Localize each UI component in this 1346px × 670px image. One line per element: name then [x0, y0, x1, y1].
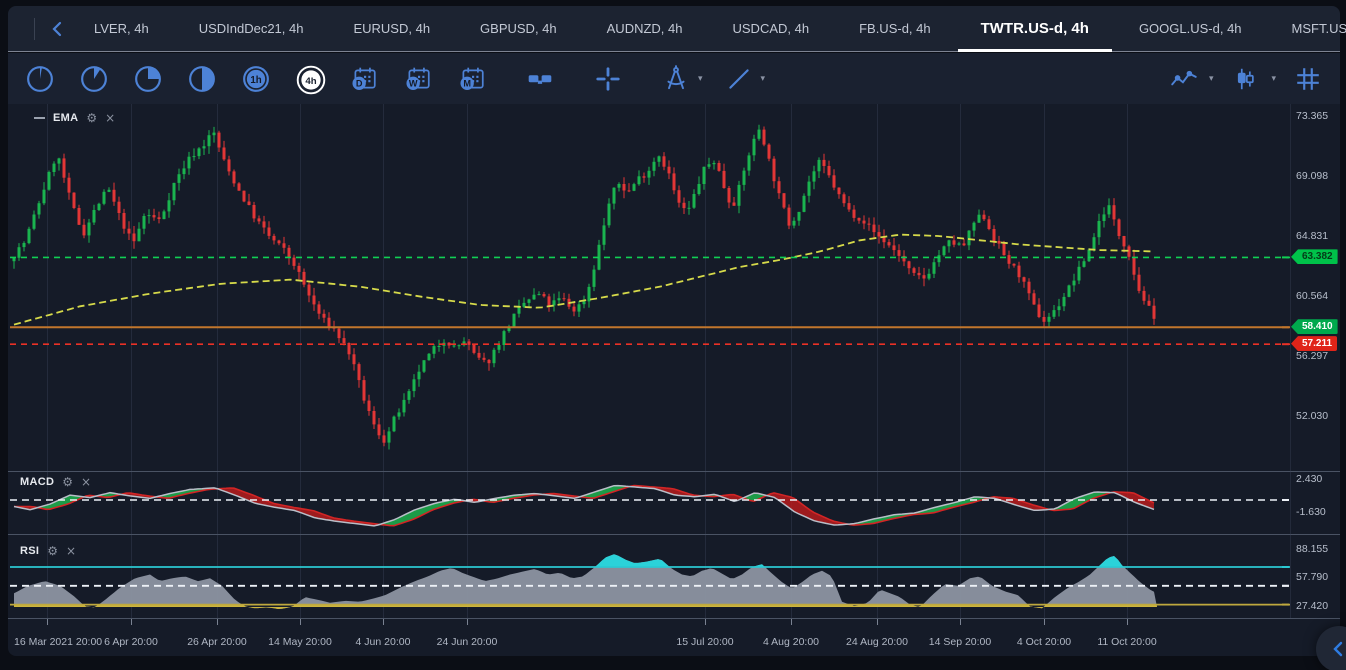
rsi-indicator-legend: RSI ⚙ ×	[20, 545, 76, 557]
tab-twtr-us-d-4h[interactable]: TWTR.US-d, 4h	[956, 6, 1114, 52]
ema-line	[13, 233, 1155, 326]
rsi-area	[14, 554, 1157, 609]
time-axis-label: 6 Apr 20:00	[104, 636, 158, 648]
price-axis-label: 64.831	[1296, 230, 1329, 242]
price-tag-58.410: 58.410	[1291, 319, 1338, 335]
indicators-icon[interactable]	[1169, 65, 1197, 93]
chart-svg	[8, 104, 1340, 625]
line-dropdown-caret-icon[interactable]: ▾	[760, 73, 766, 83]
time-axis-label: 24 Aug 20:00	[846, 636, 908, 648]
rsi-oversold-fill	[14, 605, 1157, 609]
tab-lver-4h[interactable]: LVER, 4h	[94, 21, 149, 36]
macd-settings-icon[interactable]: ⚙	[62, 475, 73, 489]
ema-label: EMA	[53, 112, 79, 124]
timeframe-daily-calendar-icon[interactable]: D	[350, 65, 378, 93]
toolbar-right-group: ▾ ▾	[1169, 65, 1322, 93]
ema-indicator-legend: EMA ⚙ ×	[34, 112, 115, 124]
timeframe-1m-pie-icon[interactable]	[26, 65, 54, 93]
chart-type-dropdown-caret-icon[interactable]: ▾	[1271, 73, 1276, 83]
time-axis-label: 14 Sep 20:00	[928, 636, 992, 648]
timeframe-monthly-calendar-icon[interactable]: M	[458, 65, 486, 93]
tab-usdcad-4h[interactable]: USDCAD, 4h	[732, 21, 810, 36]
timeframe-4h-icon-active[interactable]: 4h	[296, 65, 326, 94]
macd-axis-label: -1.630	[1296, 506, 1326, 518]
tab-msft-us-d-4h[interactable]: MSFT.US-d, 4h	[1291, 21, 1346, 36]
timeframe-5m-pie-icon[interactable]	[80, 65, 108, 93]
rsi-settings-icon[interactable]: ⚙	[47, 544, 59, 558]
time-axis-label: 14 May 20:00	[268, 636, 332, 648]
compass-dropdown-caret-icon[interactable]: ▾	[698, 73, 703, 83]
tab-audnzd-4h[interactable]: AUDNZD, 4h	[606, 21, 683, 36]
time-axis-label: 26 Apr 20:00	[187, 636, 247, 648]
timeframe-weekly-calendar-icon[interactable]: W	[404, 65, 432, 93]
macd-signal-line	[14, 484, 1155, 527]
price-axis-label: 56.297	[1296, 350, 1329, 362]
ema-remove-icon[interactable]: ×	[105, 111, 116, 125]
price-axis-label: 52.030	[1296, 410, 1329, 422]
time-axis-label: 4 Oct 20:00	[1016, 636, 1072, 648]
time-axis-label: 4 Aug 20:00	[762, 636, 820, 648]
price-tag-63.382: 63.382	[1291, 249, 1338, 265]
layout-grid-icon[interactable]	[1294, 65, 1322, 93]
time-axis-label: 16 Mar 2021 20:00	[14, 636, 103, 648]
chevron-left-icon	[1333, 641, 1343, 657]
crosshair-icon[interactable]	[594, 65, 622, 93]
tab-bar: LVER, 4h USDIndDec21, 4h EURUSD, 4h GBPUSD,…	[8, 6, 1346, 52]
macd-remove-icon[interactable]: ×	[80, 475, 92, 489]
ema-line-swatch	[34, 117, 45, 119]
svg-text:M: M	[463, 78, 471, 88]
tab-usdinddec21-4h[interactable]: USDIndDec21, 4h	[198, 21, 304, 36]
price-axis-label: 69.098	[1296, 170, 1329, 182]
tab-eurusd-4h[interactable]: EURUSD, 4h	[353, 21, 431, 36]
indicators-dropdown-caret-icon[interactable]: ▾	[1208, 73, 1214, 83]
rsi-label: RSI	[20, 545, 40, 557]
tab-fb-us-d-4h[interactable]: FB.US-d, 4h	[859, 21, 931, 36]
timeframe-30m-pie-icon[interactable]	[188, 65, 216, 93]
price-axis-label: 60.564	[1296, 290, 1329, 302]
tab-googl-us-d-4h[interactable]: GOOGL.US-d, 4h	[1138, 21, 1242, 36]
rsi-remove-icon[interactable]: ×	[66, 544, 77, 558]
price-tag-57.211: 57.211	[1291, 336, 1338, 352]
svg-text:D: D	[356, 78, 363, 88]
time-axis-label: 11 Oct 20:00	[1097, 636, 1157, 648]
svg-text:1h: 1h	[250, 74, 261, 85]
macd-indicator-legend: MACD ⚙ ×	[20, 476, 91, 488]
compass-drawing-tool-icon[interactable]	[662, 64, 690, 93]
chart-toolbar: 1h 4h D W M ▾ ▾ ▾	[8, 53, 1340, 104]
rsi-axis-label: 57.790	[1296, 571, 1329, 583]
time-axis-label: 15 Jul 20:00	[676, 636, 734, 648]
trend-line-tool-icon[interactable]	[725, 65, 753, 93]
timeframe-15m-pie-icon[interactable]	[134, 65, 162, 93]
chart-type-candles-icon[interactable]	[1231, 65, 1259, 93]
rsi-axis-label: 88.155	[1296, 543, 1329, 555]
ema-settings-icon[interactable]: ⚙	[86, 111, 98, 125]
candlestick-series	[12, 124, 1156, 450]
tab-gbpusd-4h[interactable]: GBPUSD, 4h	[480, 21, 557, 36]
macd-axis-label: 2.430	[1296, 473, 1323, 485]
tabs-scroll-left-icon[interactable]	[47, 18, 69, 40]
rsi-overbought-fill	[594, 554, 1124, 567]
symbol-tabs: LVER, 4h USDIndDec21, 4h EURUSD, 4h GBPUSD,…	[69, 6, 1346, 52]
divider	[34, 17, 35, 40]
macd-label: MACD	[20, 476, 55, 488]
rsi-axis-label: 27.420	[1296, 600, 1329, 612]
link-charts-icon[interactable]	[526, 65, 554, 93]
time-axis-label: 4 Jun 20:00	[355, 636, 411, 648]
svg-text:W: W	[409, 78, 418, 88]
time-axis-label: 24 Jun 20:00	[436, 636, 498, 648]
timeframe-1h-icon[interactable]: 1h	[242, 65, 270, 93]
collapse-panel-button[interactable]	[1316, 626, 1346, 670]
vertical-gridlines	[47, 104, 1128, 618]
svg-text:4h: 4h	[305, 75, 316, 86]
price-axis-label: 73.365	[1296, 110, 1329, 122]
